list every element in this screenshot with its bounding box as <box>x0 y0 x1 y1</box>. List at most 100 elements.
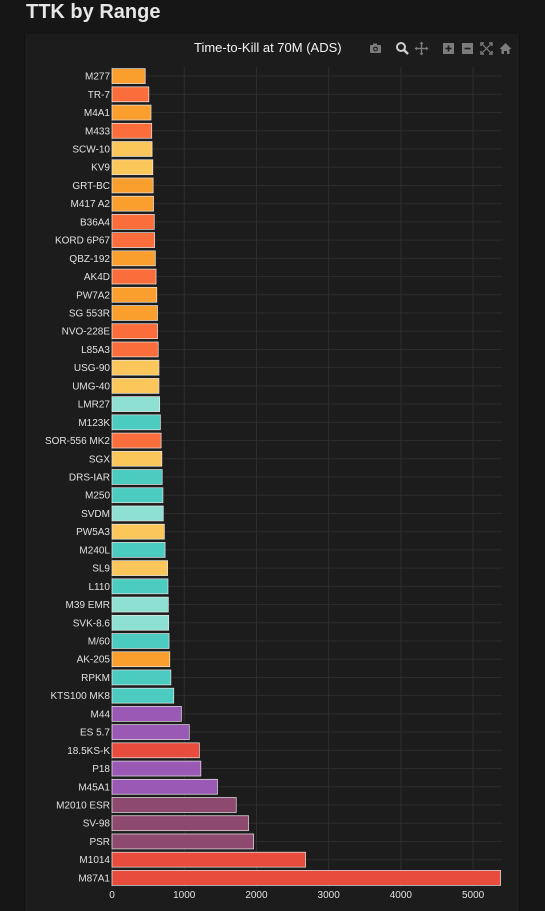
y-tick-label: SVK-8.6 <box>73 618 111 629</box>
y-tick-label: M45A1 <box>78 782 110 793</box>
x-tick-label: 4000 <box>390 890 413 901</box>
zoom-icon[interactable] <box>395 41 410 56</box>
bar[interactable] <box>111 560 168 576</box>
y-tick-label: M2010 ESR <box>56 801 110 812</box>
bar[interactable] <box>111 104 152 121</box>
bar[interactable] <box>111 742 200 759</box>
x-tick-label: 0 <box>109 890 115 901</box>
pan-icon[interactable] <box>414 41 429 56</box>
y-tick-label: M39 EMR <box>66 600 110 611</box>
y-tick-label: SV-98 <box>83 819 111 830</box>
y-tick-label: M250 <box>85 491 110 502</box>
bar[interactable] <box>111 68 146 84</box>
reset-axes-icon[interactable] <box>498 41 513 56</box>
x-tick-label: 1000 <box>173 890 196 901</box>
bar[interactable] <box>111 177 154 194</box>
bar[interactable] <box>111 250 156 267</box>
y-tick-label: RPKM <box>81 673 110 684</box>
bar[interactable] <box>111 578 169 595</box>
bar[interactable] <box>111 706 182 722</box>
bar[interactable] <box>111 195 154 212</box>
y-tick-label: M240L <box>79 545 110 556</box>
bar[interactable] <box>111 305 158 321</box>
y-tick-label: KV9 <box>91 163 110 174</box>
chart-title: Time-to-Kill at 70M (ADS) <box>194 40 342 55</box>
y-tick-label: KTS100 MK8 <box>51 691 111 702</box>
bar[interactable] <box>111 396 161 412</box>
bar[interactable] <box>111 414 161 431</box>
y-tick-label: TR-7 <box>88 90 111 101</box>
x-tick-label: 5000 <box>462 890 485 901</box>
y-tick-label: SOR-556 MK2 <box>45 436 110 447</box>
bar[interactable] <box>111 542 166 558</box>
y-tick-label: LMR27 <box>78 400 111 411</box>
y-tick-label: M277 <box>85 72 110 83</box>
bar[interactable] <box>111 432 162 449</box>
bar[interactable] <box>111 633 170 649</box>
bar[interactable] <box>111 614 170 631</box>
y-tick-label: M44 <box>91 709 111 720</box>
y-tick-label: M1014 <box>79 855 110 866</box>
y-tick-label: SCW-10 <box>72 145 110 156</box>
y-tick-label: M/60 <box>88 637 111 648</box>
bar[interactable] <box>111 450 163 467</box>
bar[interactable] <box>111 141 153 157</box>
bar[interactable] <box>111 523 165 540</box>
bar[interactable] <box>111 651 171 668</box>
y-tick-label: 18.5KS-K <box>67 746 110 757</box>
bar[interactable] <box>111 86 150 103</box>
bar[interactable] <box>111 122 153 139</box>
y-tick-label: AK-205 <box>77 655 111 666</box>
bar[interactable] <box>111 232 155 248</box>
bar[interactable] <box>111 596 169 613</box>
y-tick-label: GRT-BC <box>72 181 110 192</box>
y-tick-label: P18 <box>92 764 110 775</box>
bar[interactable] <box>111 760 202 777</box>
bar[interactable] <box>111 214 155 230</box>
x-tick-label: 3000 <box>318 890 341 901</box>
bar[interactable] <box>111 669 172 686</box>
y-tick-label: KORD 6P67 <box>55 236 110 247</box>
bar[interactable] <box>111 359 160 376</box>
bar[interactable] <box>111 159 154 176</box>
bar[interactable] <box>111 687 175 704</box>
x-tick-label: 2000 <box>245 890 268 901</box>
bar[interactable] <box>111 778 218 795</box>
bar[interactable] <box>111 469 163 485</box>
zoom-in-icon[interactable] <box>441 41 456 56</box>
y-tick-label: PSR <box>89 837 110 848</box>
y-tick-label: M87A1 <box>78 873 110 884</box>
y-tick-label: L110 <box>88 582 110 593</box>
bar[interactable] <box>111 851 306 868</box>
bar[interactable] <box>111 341 159 358</box>
y-tick-label: SL9 <box>92 564 110 575</box>
bar[interactable] <box>111 268 157 285</box>
bar[interactable] <box>111 487 164 504</box>
bars <box>111 68 501 886</box>
bar[interactable] <box>111 797 237 813</box>
bar[interactable] <box>111 833 254 850</box>
y-tick-label: SG 553R <box>69 309 110 320</box>
y-tick-label: DRS-IAR <box>69 473 110 484</box>
camera-icon[interactable] <box>368 41 383 56</box>
bar[interactable] <box>111 815 249 832</box>
bar[interactable] <box>111 724 190 740</box>
bar[interactable] <box>111 870 501 886</box>
y-tick-label: PW5A3 <box>76 527 110 538</box>
zoom-out-icon[interactable] <box>460 41 475 56</box>
y-tick-label: UMG-40 <box>72 381 110 392</box>
bar[interactable] <box>111 378 160 394</box>
y-tick-label: NVO-228E <box>62 327 111 338</box>
y-tick-label: SVDM <box>81 509 110 520</box>
x-tick-labels: 0 1000 2000 3000 4000 5000 <box>109 890 484 901</box>
y-tick-label: QBZ-192 <box>69 254 110 265</box>
y-tick-label: L85A3 <box>81 345 110 356</box>
autoscale-icon[interactable] <box>479 41 494 56</box>
y-tick-label: SGX <box>89 454 110 465</box>
y-tick-label: B36A4 <box>80 217 110 228</box>
bar[interactable] <box>111 505 164 522</box>
modebar <box>368 41 514 57</box>
y-tick-label: M433 <box>85 126 110 137</box>
bar[interactable] <box>111 286 158 303</box>
bar[interactable] <box>111 323 158 340</box>
